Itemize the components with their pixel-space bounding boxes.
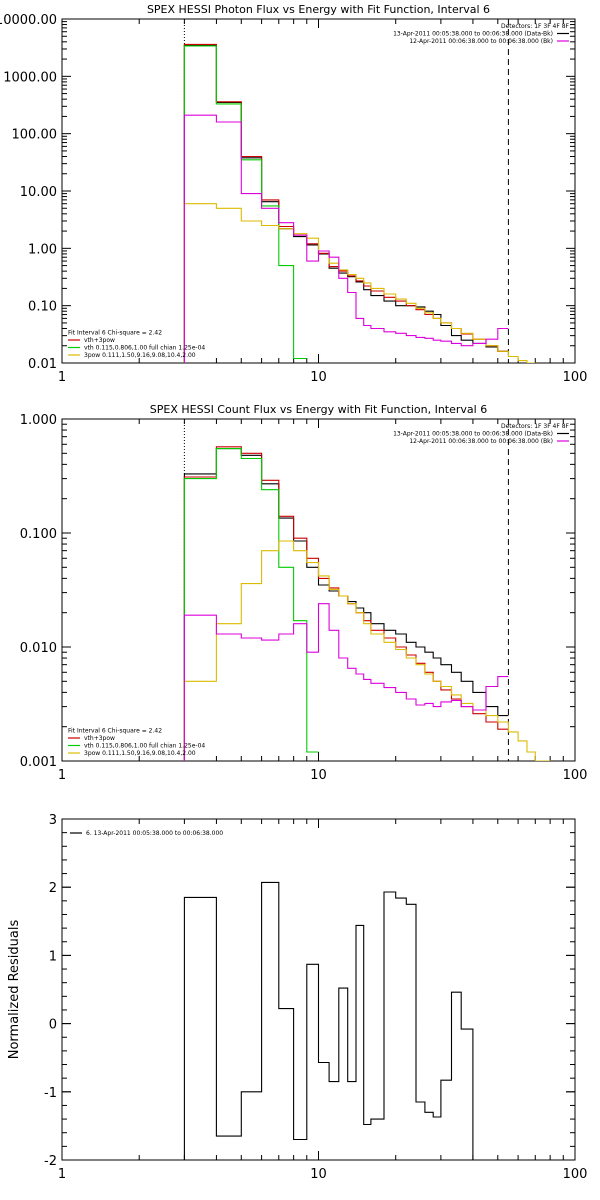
y-tick-label: 1.000 — [20, 413, 57, 428]
legend-entry: Fit Interval 6 Chi-square = 2.42 — [68, 330, 162, 337]
y-axis-label: Normalized Residuals — [7, 920, 22, 1060]
legend-entry: 12-Apr-2011 00:06:38.000 to 00:06:38.000… — [409, 38, 553, 45]
y-tick-label: -2 — [44, 1154, 57, 1169]
legend-entry: vth+3pow — [84, 337, 115, 344]
y-tick-label: 3 — [49, 813, 57, 828]
y-tick-label: -1 — [44, 1086, 57, 1101]
y-tick-label: 0 — [49, 1018, 57, 1033]
legend-entry: vth 0.115,0.806,1.00 full chian 1.25e-04 — [84, 743, 205, 750]
x-tick-label: 10 — [310, 768, 327, 783]
legend-entry: 3pow 0.111,1.50,9.16,9.08,10.4,2.00 — [84, 750, 196, 757]
x-tick-label: 1 — [58, 768, 66, 783]
series-line-2 — [183, 45, 307, 363]
series-line-3 — [183, 203, 536, 363]
count-flux-panel: SPEX HESSI Count Flux vs Energy with Fit… — [20, 403, 588, 783]
legend-entry: 12-Apr-2011 00:06:38.000 to 00:06:38.000… — [409, 438, 553, 445]
x-tick-label: 10 — [310, 370, 327, 385]
legend-entry: vth+3pow — [84, 735, 115, 742]
y-tick-label: 100.00 — [12, 128, 58, 143]
series-line-0 — [183, 881, 509, 1160]
photon-flux-panel: SPEX HESSI Photon Flux vs Energy with Fi… — [0, 3, 587, 385]
x-tick-label: 100 — [563, 768, 588, 783]
x-tick-label: 1 — [58, 1167, 66, 1182]
y-tick-label: 0.100 — [20, 527, 57, 542]
chart-title: SPEX HESSI Count Flux vs Energy with Fit… — [150, 403, 487, 416]
series-line-4 — [183, 603, 509, 761]
x-tick-label: 1 — [58, 370, 66, 385]
x-tick-label: 100 — [563, 1167, 588, 1182]
series-line-3 — [183, 540, 551, 761]
legend-entry: 13-Apr-2011 00:05:38.000 to 00:06:38.000… — [393, 431, 553, 438]
series-line-0 — [183, 448, 509, 761]
y-tick-label: 1000.00 — [3, 70, 57, 85]
x-tick-label: 100 — [563, 370, 588, 385]
legend-entry: Detectors: 1F 3F 4F 8F — [501, 23, 570, 30]
y-tick-label: 0.10 — [28, 300, 57, 315]
legend-entry: 13-Apr-2011 00:05:38.000 to 00:06:38.000… — [393, 31, 553, 38]
y-tick-label: 10.00 — [20, 185, 57, 200]
y-tick-label: 0.010 — [20, 641, 57, 656]
series-line-1 — [183, 43, 509, 363]
legend-entry: Detectors: 1F 3F 4F 8F — [501, 423, 570, 430]
plot-frame — [61, 18, 576, 364]
chart-title: SPEX HESSI Photon Flux vs Energy with Fi… — [147, 3, 490, 16]
series-line-4 — [183, 114, 509, 363]
series-line-2 — [183, 448, 319, 761]
series-line-0 — [183, 44, 509, 363]
x-tick-label: 10 — [310, 1167, 327, 1182]
y-tick-label: 0.01 — [28, 357, 57, 372]
y-tick-label: 2 — [49, 881, 57, 896]
y-tick-label: 0.001 — [20, 755, 57, 770]
series-line-1 — [183, 446, 509, 761]
y-tick-label: 1 — [49, 949, 57, 964]
y-tick-label: 10000.00 — [0, 13, 57, 28]
legend-entry: 6. 13-Apr-2011 00:05:38.000 to 00:06:38.… — [86, 830, 223, 837]
legend-entry: Fit Interval 6 Chi-square = 2.42 — [68, 728, 162, 735]
legend-entry: 3pow 0.111,1.50,9.16,9.08,10.4,2.00 — [84, 352, 196, 359]
legend-entry: vth 0.115,0.806,1.00 full chian 1.25e-04 — [84, 345, 205, 352]
y-tick-label: 1.00 — [28, 242, 57, 257]
